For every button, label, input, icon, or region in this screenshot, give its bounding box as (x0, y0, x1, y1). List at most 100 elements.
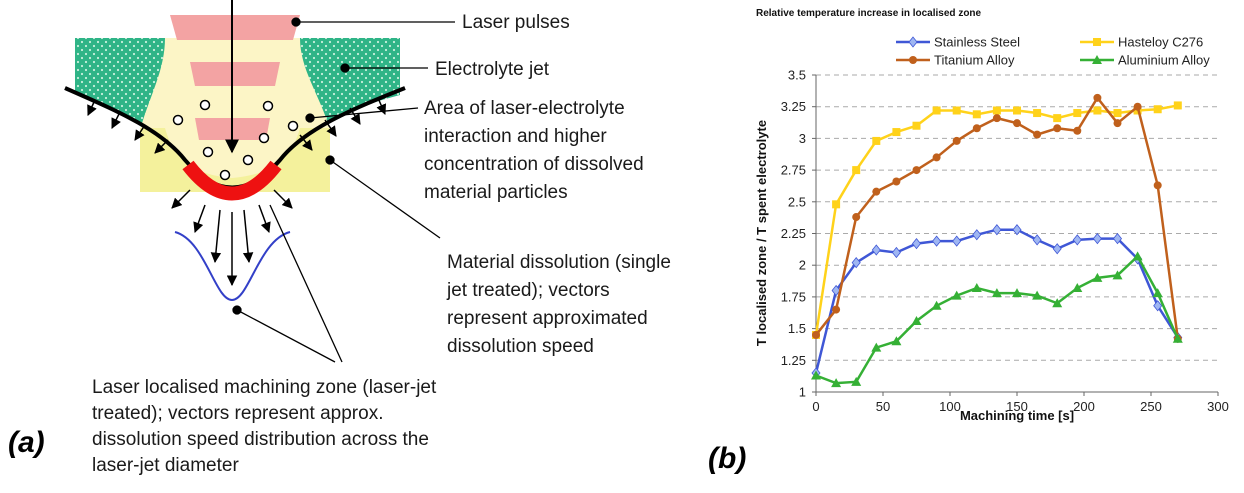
label: Area of laser-electrolyte (424, 98, 625, 119)
label: interaction and higher (424, 126, 607, 147)
point (1072, 283, 1083, 293)
point (1093, 106, 1102, 115)
y-tick-label: 3 (799, 131, 806, 146)
point (992, 106, 1001, 115)
label: Material dissolution (single (447, 252, 671, 273)
point (1052, 298, 1063, 308)
surface-arrows (87, 0, 387, 287)
point (952, 136, 961, 145)
point (992, 114, 1001, 123)
y-tick-label: 1.25 (781, 353, 806, 368)
point (1012, 288, 1022, 298)
legend-marker (909, 56, 917, 64)
point (1072, 234, 1082, 246)
point (1073, 126, 1082, 135)
y-tick-label: 1.5 (788, 321, 806, 336)
point (1113, 109, 1122, 118)
point (1172, 333, 1183, 343)
y-tick-label: 2.5 (788, 194, 806, 209)
point (1113, 119, 1122, 128)
point (1073, 109, 1082, 118)
point (872, 136, 881, 145)
point (1032, 290, 1043, 300)
point (1093, 93, 1102, 102)
laser-pulse (170, 15, 300, 40)
diagram: Laser pulses Electrolyte jet Area of las… (8, 0, 671, 476)
legend-label: Aluminium Alloy (1118, 53, 1210, 68)
y-axis-label: T localised zone / T spent electrolyte (754, 120, 769, 346)
laser-pulse (190, 62, 280, 86)
point (891, 246, 901, 259)
point (851, 376, 862, 386)
point (911, 315, 922, 325)
panel-label: (b) (708, 442, 746, 475)
x-axis-label: Machining time [s] (960, 408, 1074, 423)
point (832, 305, 841, 314)
legend-label: Stainless Steel (934, 35, 1020, 50)
point (851, 257, 861, 269)
label: Electrolyte jet (435, 59, 550, 80)
y-tick-label: 3.25 (781, 99, 806, 114)
point (1053, 124, 1062, 133)
point (1133, 102, 1142, 111)
point (852, 213, 861, 222)
y-tick-label: 3.5 (788, 68, 806, 83)
x-tick-label: 0 (812, 399, 819, 414)
point (891, 336, 902, 346)
point (1052, 243, 1062, 255)
point (1053, 114, 1062, 123)
point (1112, 232, 1123, 245)
point (1132, 251, 1143, 261)
legend-marker (1093, 38, 1101, 46)
point (871, 244, 881, 256)
point (992, 224, 1002, 236)
label: concentration of dissolved (424, 154, 644, 175)
chart: Relative temperature increase in localis… (708, 8, 1229, 475)
point (972, 124, 981, 133)
point (1112, 270, 1123, 280)
label: dissolution speed distribution across th… (92, 429, 429, 450)
dissolution-profile (174, 231, 291, 302)
point (871, 342, 882, 352)
point (932, 235, 942, 247)
point (912, 166, 921, 175)
label: Laser pulses (462, 12, 570, 33)
point (1032, 234, 1042, 246)
label: Laser localised machining zone (laser-je… (92, 377, 437, 398)
jet (140, 38, 330, 150)
legend-marker (1092, 55, 1102, 64)
x-tick-label: 150 (1006, 399, 1028, 414)
point (932, 153, 941, 162)
point (951, 290, 962, 300)
point (811, 370, 821, 380)
point (812, 330, 820, 339)
point (931, 300, 942, 310)
y-tick-label: 2 (799, 258, 806, 273)
point (1153, 181, 1162, 190)
legend-label: Titanium Alloy (934, 53, 1015, 68)
series-line (814, 104, 1179, 336)
y-tick-label: 2.75 (781, 163, 806, 178)
x-tick-label: 250 (1140, 399, 1162, 414)
x-tick-label: 300 (1207, 399, 1229, 414)
y-tick-label: 1.75 (781, 289, 806, 304)
point (911, 238, 922, 250)
label: material particles (424, 182, 568, 203)
legend-label: Hasteloy C276 (1118, 35, 1203, 50)
point (1173, 101, 1182, 110)
series-line (815, 254, 1179, 385)
point (952, 235, 962, 247)
label: laser-jet diameter (92, 455, 239, 476)
label: dissolution speed (447, 336, 594, 357)
point (971, 283, 982, 293)
label: treated); vectors represent approx. (92, 403, 383, 424)
point (1012, 224, 1022, 236)
series-line (814, 228, 1179, 374)
chart-title: Relative temperature increase in localis… (756, 8, 982, 19)
legend-marker (908, 36, 918, 48)
point (1013, 106, 1021, 115)
point (972, 110, 981, 119)
point (1153, 300, 1163, 312)
point (832, 200, 841, 209)
point (831, 378, 842, 388)
